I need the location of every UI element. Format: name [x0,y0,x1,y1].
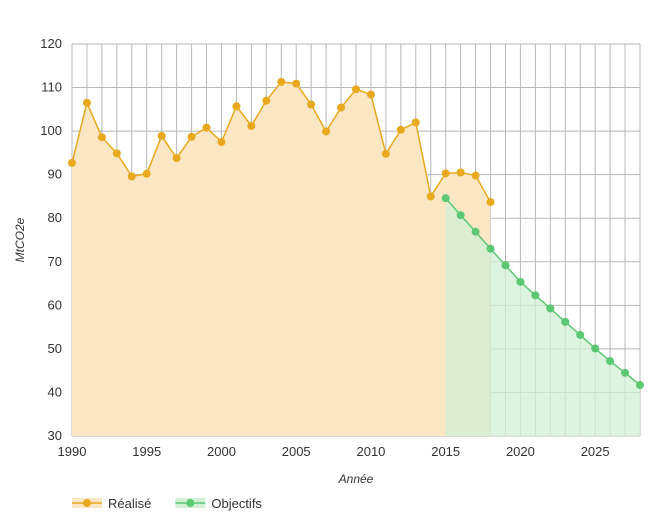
y-tick-label: 90 [48,167,62,182]
data-point [411,118,420,127]
data-point [546,304,555,313]
data-point [471,227,480,236]
data-point [441,194,450,203]
data-point [366,90,375,99]
y-tick-label: 50 [48,341,62,356]
series-points [68,77,644,390]
y-axis-ticks: 30 40 50 60 70 80 90 100 110 120 [40,36,62,443]
data-point [636,381,644,390]
data-point [97,133,106,142]
data-point [217,138,226,146]
data-point [187,132,196,141]
data-point [112,149,121,158]
y-tick-label: 40 [48,384,62,399]
y-tick-label: 30 [48,428,62,443]
data-point [172,154,181,163]
x-tick-label: 2010 [356,444,385,459]
x-tick-label: 1990 [58,444,87,459]
data-point [247,121,256,130]
legend-item[interactable]: Réalisé [72,496,151,511]
data-point [337,103,346,112]
legend-label: Objectifs [211,496,262,511]
data-point [591,344,600,353]
x-tick-label: 2020 [506,444,535,459]
data-point [292,79,301,88]
data-point [576,330,585,339]
data-point [232,102,241,111]
legend: Réalisé Objectifs [72,496,262,511]
data-point [606,357,615,366]
data-point [561,317,570,326]
data-point [441,169,450,178]
legend-marker [186,499,195,507]
data-point [621,368,630,377]
data-point [277,77,286,86]
y-axis-title: MtCO2e [13,217,27,262]
x-axis-title: Année [338,472,374,486]
legend-marker [83,499,91,507]
data-point [516,277,525,286]
data-point [262,96,271,105]
data-point [471,171,480,180]
data-point [307,100,316,109]
x-axis-ticks: 1990 1995 2000 2005 2010 2015 2020 2025 [58,444,610,459]
data-point [202,123,211,132]
data-point [486,198,495,207]
data-point [456,168,465,177]
data-point [322,127,331,136]
y-tick-label: 80 [48,210,62,225]
data-point [396,125,405,134]
data-point [127,172,136,181]
series-areas [72,81,640,436]
legend-label: Réalisé [108,496,151,511]
data-point [352,85,360,94]
legend-item[interactable]: Objectifs [175,496,262,511]
series-area [445,198,640,436]
data-point [501,261,510,270]
data-point [68,158,76,167]
data-point [531,291,540,300]
data-point [142,169,151,178]
x-tick-label: 2005 [282,444,311,459]
data-point [456,211,465,220]
x-tick-label: 2025 [581,444,610,459]
data-point [82,98,91,107]
y-tick-label: 60 [48,297,62,312]
y-tick-label: 120 [40,36,62,51]
data-point [157,131,166,140]
y-tick-label: 70 [48,254,62,269]
data-point [381,149,390,158]
data-point [486,244,495,253]
x-tick-label: 1995 [132,444,161,459]
x-tick-label: 2015 [431,444,460,459]
data-point [426,192,435,201]
y-tick-label: 110 [41,80,62,95]
y-tick-label: 100 [40,123,62,138]
series-area [72,81,491,436]
x-tick-label: 2000 [207,444,236,459]
